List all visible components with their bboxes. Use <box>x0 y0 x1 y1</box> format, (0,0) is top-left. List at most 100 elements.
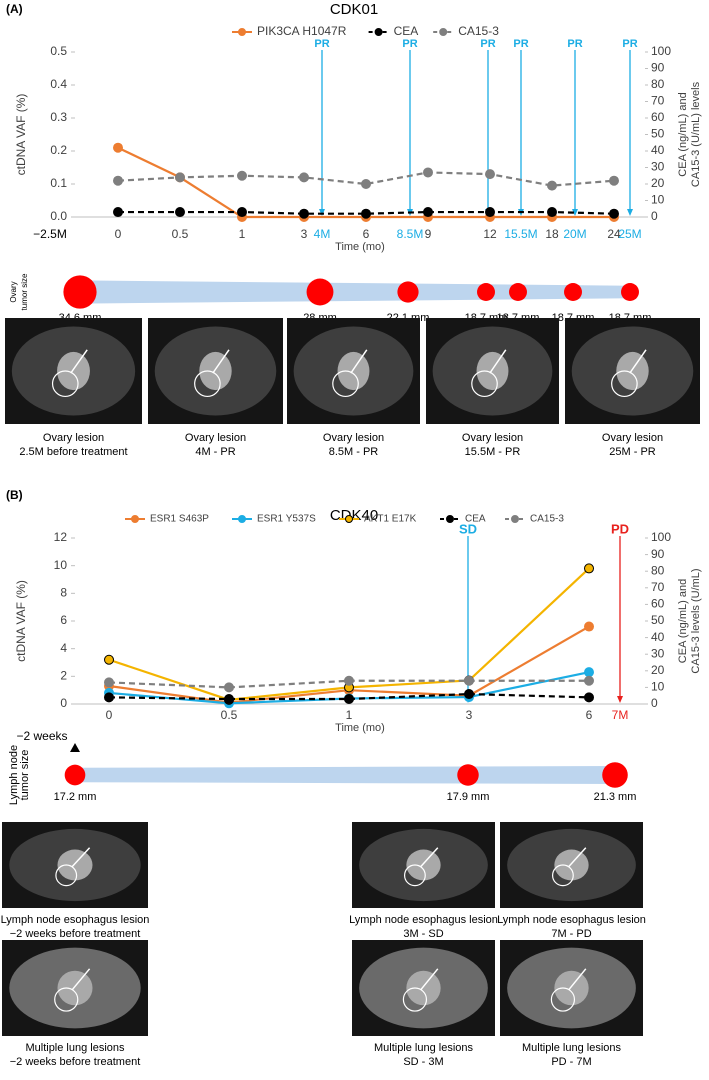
y2-tick-label: 100 <box>651 44 671 58</box>
y2-tick-label: 70 <box>651 580 665 594</box>
tumor-axis-label: tumor size <box>19 750 31 801</box>
image-caption: Lymph node esophagus lesion <box>1 914 150 926</box>
y-tick-label: 8 <box>60 586 67 600</box>
x-tick-label: 3 <box>301 227 308 241</box>
y-axis-title: ctDNA VAF (%) <box>14 94 28 176</box>
image-caption: Ovary lesion <box>602 432 663 444</box>
series-point <box>423 167 433 178</box>
y2-tick-label: 20 <box>651 176 665 190</box>
ct-organ <box>57 849 93 881</box>
legend-label: ESR1 S463P <box>150 514 209 525</box>
series-point <box>584 621 594 632</box>
series-point <box>344 675 354 686</box>
tumor-band <box>80 280 630 304</box>
image-caption: Ovary lesion <box>185 432 246 444</box>
image-caption: Lymph node esophagus lesion <box>349 914 498 926</box>
series-point <box>485 169 495 180</box>
ct-lesion-circle <box>51 370 79 398</box>
ct-arrow <box>489 349 507 374</box>
ct-organ <box>337 351 370 391</box>
tumor-circle <box>509 283 527 301</box>
image-caption: 15.5M - PR <box>465 446 521 458</box>
ct-lesion-circle <box>402 987 428 1012</box>
y2-tick-label: 30 <box>651 646 665 660</box>
x-tick-label: 0 <box>115 227 122 241</box>
x-tick-label: 18 <box>545 227 559 241</box>
ct-lesion-circle <box>54 987 79 1012</box>
y-tick-label: 0.5 <box>50 44 67 58</box>
y2-tick-label: 100 <box>651 530 671 544</box>
ct-lesion-circle <box>550 987 576 1012</box>
tumor-circle <box>306 278 334 306</box>
annotation-label: PR <box>513 38 528 50</box>
y-tick-label: 6 <box>60 613 67 627</box>
legend-label: CA15-3 <box>530 514 564 525</box>
series-point <box>464 689 474 700</box>
series-point <box>299 172 309 183</box>
ct-lesion-circle <box>55 864 78 887</box>
ct-lesion-circle <box>404 864 426 887</box>
series-point <box>609 208 619 219</box>
tumor-band <box>75 766 615 784</box>
ct-arrow <box>629 349 647 374</box>
start-label: −2 weeks <box>16 729 67 743</box>
series-point <box>344 694 354 705</box>
annotation-label: PD <box>611 521 629 536</box>
ct-arrow <box>71 847 91 868</box>
annotation-month: 15.5M <box>504 227 537 241</box>
ct-lesion-circle <box>332 370 359 398</box>
tumor-circle <box>63 275 97 309</box>
legend-swatch-point <box>238 515 246 523</box>
image-caption: SD - 3M <box>403 1056 443 1068</box>
series-point <box>547 207 557 218</box>
tumor-axis-label: tumor size <box>20 273 29 310</box>
y-tick-label: 2 <box>60 669 67 683</box>
image-caption: 7M - PD <box>551 928 591 940</box>
series-point <box>584 563 594 574</box>
y2-axis-title: CEA (ng/mL) and <box>677 92 689 176</box>
series-point <box>113 142 123 153</box>
series-line <box>117 171 615 187</box>
tumor-circle <box>64 764 86 786</box>
ct-organ <box>406 970 441 1006</box>
legend-swatch-point <box>238 28 246 36</box>
series-point <box>104 654 114 665</box>
series-point <box>113 175 123 186</box>
annotation-label: PR <box>622 38 637 50</box>
y-axis-title: ctDNA VAF (%) <box>14 580 28 662</box>
series-point <box>299 208 309 219</box>
ct-organ <box>406 849 441 881</box>
x-tick-label: 0 <box>106 708 113 722</box>
series-point <box>464 675 474 686</box>
image-caption: PD - 7M <box>551 1056 591 1068</box>
y2-tick-label: 20 <box>651 663 665 677</box>
y-tick-label: 0.3 <box>50 110 67 124</box>
series-line <box>118 210 615 215</box>
legend-swatch-point <box>345 515 353 523</box>
chart-title: CDK01 <box>330 1 378 18</box>
legend-label: AKT1 E17K <box>364 514 417 525</box>
y-tick-label: 0.1 <box>50 176 67 190</box>
annotation-arrowhead <box>617 696 623 703</box>
x-tick-label: 24 <box>607 227 621 241</box>
legend-swatch-point <box>439 28 448 36</box>
y-tick-label: 4 <box>60 641 67 655</box>
tumor-circle <box>602 762 628 788</box>
y2-axis-title: CA15-3 levels (U/mL) <box>690 568 702 673</box>
y2-tick-label: 40 <box>651 143 665 157</box>
x-axis-title: Time (mo) <box>335 722 385 734</box>
legend-swatch-point <box>446 515 454 523</box>
y2-tick-label: 90 <box>651 61 665 75</box>
ct-arrow <box>212 349 230 374</box>
y2-axis-title: CEA (ng/mL) and <box>677 579 689 663</box>
annotation-arrowhead <box>319 209 325 216</box>
annotation-month: 4M <box>314 227 331 241</box>
x-tick-label: 12 <box>483 227 497 241</box>
y-tick-label: 12 <box>54 530 68 544</box>
series-point <box>113 207 123 218</box>
annotation-label: PR <box>402 38 417 50</box>
legend-swatch-point <box>511 515 519 523</box>
x-tick-label: 6 <box>363 227 370 241</box>
y-tick-label: 10 <box>54 558 68 572</box>
annotation-month: 25M <box>618 227 641 241</box>
